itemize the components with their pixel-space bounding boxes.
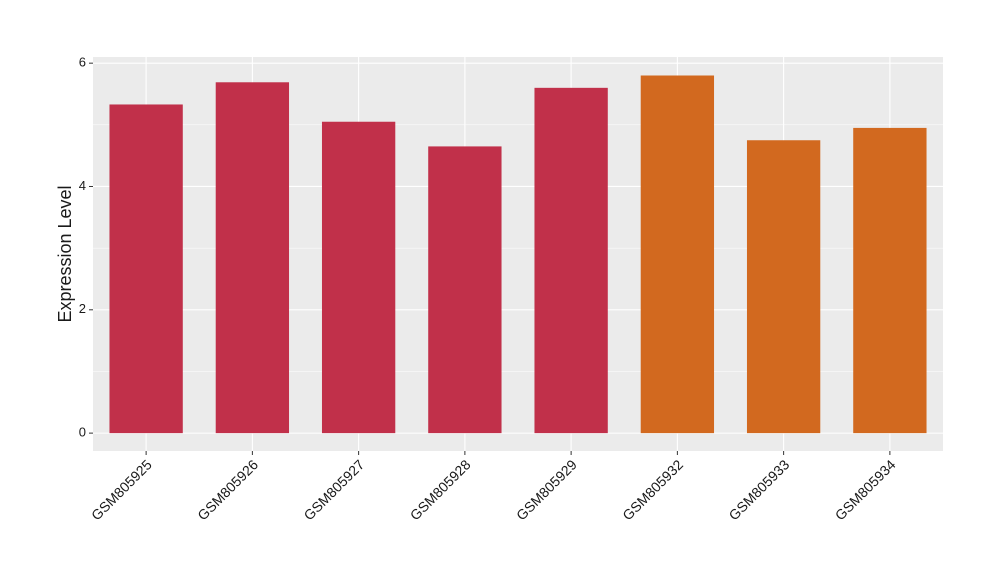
bar	[853, 127, 927, 434]
bar	[215, 82, 290, 434]
y-tick-label: 2	[79, 301, 86, 316]
y-tick-label: 6	[79, 55, 86, 70]
y-axis-label: Expression Level	[55, 185, 75, 322]
x-tick-label: GSM805929	[513, 456, 580, 523]
bar	[109, 104, 183, 434]
x-tick-label: GSM805934	[832, 456, 899, 523]
y-tick-label: 4	[79, 178, 86, 193]
x-tick-label: GSM805926	[194, 456, 261, 523]
x-tick-label: GSM805932	[619, 456, 686, 523]
bar	[321, 121, 396, 434]
x-tick-label: GSM805927	[300, 456, 367, 523]
bar	[428, 146, 502, 434]
bar	[534, 87, 608, 434]
x-tick-label: GSM805933	[725, 456, 792, 523]
bar	[640, 75, 715, 434]
x-tick-label: GSM805928	[407, 456, 474, 523]
bar	[746, 140, 821, 434]
x-tick-label: GSM805925	[88, 456, 155, 523]
y-tick-label: 0	[79, 425, 86, 440]
